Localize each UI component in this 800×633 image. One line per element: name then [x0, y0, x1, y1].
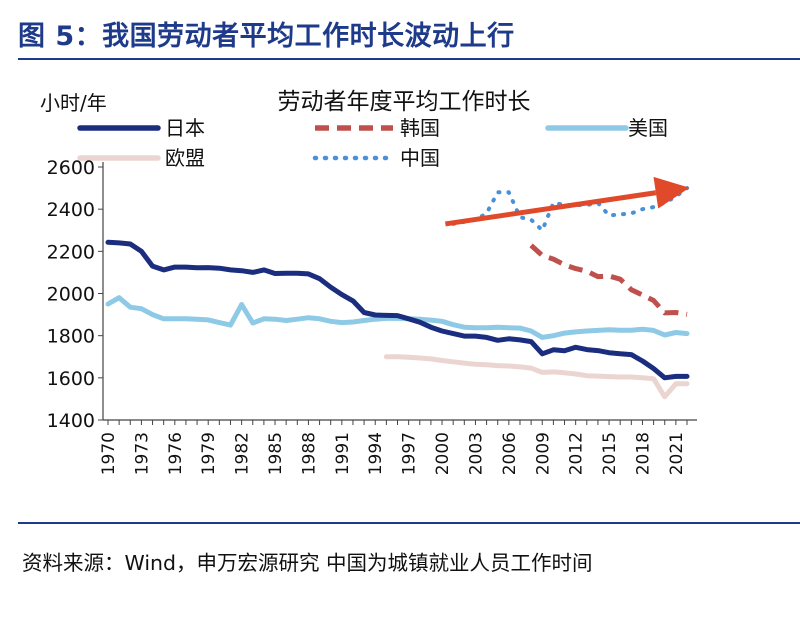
- x-tick-label: 2015: [600, 432, 620, 475]
- trend-arrow-head: [653, 176, 690, 209]
- y-tick-label: 1800: [47, 326, 95, 348]
- legend-label-usa: 美国: [628, 116, 668, 140]
- y-tick-label: 1400: [47, 410, 95, 432]
- x-tick-label: 1985: [266, 432, 286, 475]
- legend-label-japan: 日本: [165, 116, 205, 140]
- x-tick-label: 2003: [466, 432, 486, 475]
- series-line-japan: [105, 239, 690, 381]
- x-tick-label: 1982: [233, 432, 253, 475]
- x-tick-label: 2018: [633, 432, 653, 475]
- x-tick-label: 1994: [366, 432, 386, 475]
- x-tick-label: 1970: [99, 432, 119, 475]
- y-tick-label: 2600: [47, 157, 95, 179]
- y-tick-label: 1600: [47, 368, 95, 390]
- x-tick-label: 2012: [567, 432, 587, 475]
- x-tick-label: 1991: [333, 432, 353, 475]
- chart-title: 劳动者年度平均工作时长: [278, 89, 531, 115]
- x-tick-label: 2006: [500, 432, 520, 475]
- y-tick-label: 2200: [47, 241, 95, 263]
- annotation: [445, 176, 690, 227]
- series-line-korea: [529, 243, 688, 317]
- top-divider: [18, 58, 800, 60]
- series-line-usa: [105, 295, 690, 340]
- source-note: 资料来源：Wind，申万宏源研究 中国为城镇就业人员工作时间: [22, 551, 593, 575]
- trend-arrow-shaft: [445, 190, 657, 227]
- x-tick-label: 2009: [533, 432, 553, 475]
- y-tick-label: 2400: [47, 199, 95, 221]
- series-line-eu: [383, 354, 690, 400]
- x-tick-label: 1997: [400, 432, 420, 475]
- y-axis-label: 小时/年: [40, 91, 107, 115]
- x-tick-label: 1976: [166, 432, 186, 475]
- figure-title: 图 5：我国劳动者平均工作时长波动上行: [18, 21, 515, 52]
- x-tick-label: 2000: [433, 432, 453, 475]
- series-group: [105, 186, 690, 400]
- x-tick-label: 1988: [299, 432, 319, 475]
- legend-label-china: 中国: [400, 146, 440, 170]
- y-tick-label: 2000: [47, 284, 95, 306]
- legend-label-eu: 欧盟: [165, 146, 205, 170]
- x-tick-label: 2021: [667, 432, 687, 475]
- bottom-divider: [18, 522, 800, 524]
- x-tick-label: 1973: [132, 432, 152, 475]
- axes: 1400 1600 1800 2000 2200 2400 2600 1970 1973 1976…: [47, 157, 697, 475]
- x-tick-label: 1979: [199, 432, 219, 475]
- legend-label-korea: 韩国: [400, 116, 440, 140]
